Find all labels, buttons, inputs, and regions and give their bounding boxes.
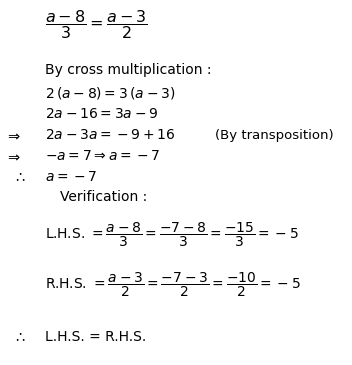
Text: $\Rightarrow$: $\Rightarrow$ <box>5 149 21 164</box>
Text: Verification :: Verification : <box>60 190 147 204</box>
Text: L.H.S. = R.H.S.: L.H.S. = R.H.S. <box>45 330 146 344</box>
Text: By cross multiplication :: By cross multiplication : <box>45 63 212 77</box>
Text: R.H.S. $= \dfrac{a-3}{2} = \dfrac{-7-3}{2} = \dfrac{-10}{2} = -5$: R.H.S. $= \dfrac{a-3}{2} = \dfrac{-7-3}{… <box>45 271 301 299</box>
Text: $\therefore$: $\therefore$ <box>13 169 26 184</box>
Text: $\dfrac{a-8}{3} = \dfrac{a-3}{2}$: $\dfrac{a-8}{3} = \dfrac{a-3}{2}$ <box>45 8 148 42</box>
Text: $-a = 7 \Rightarrow a = -7$: $-a = 7 \Rightarrow a = -7$ <box>45 149 160 163</box>
Text: $2\,(a-8) = 3\,(a-3)$: $2\,(a-8) = 3\,(a-3)$ <box>45 85 175 101</box>
Text: $2a - 3a = -9 + 16$: $2a - 3a = -9 + 16$ <box>45 128 175 142</box>
Text: (By transposition): (By transposition) <box>215 128 334 142</box>
Text: $a = -7$: $a = -7$ <box>45 170 97 184</box>
Text: $\Rightarrow$: $\Rightarrow$ <box>5 127 21 142</box>
Text: $\therefore$: $\therefore$ <box>13 330 26 345</box>
Text: L.H.S. $= \dfrac{a-8}{3} = \dfrac{-7-8}{3} = \dfrac{-15}{3} = -5$: L.H.S. $= \dfrac{a-8}{3} = \dfrac{-7-8}{… <box>45 221 299 249</box>
Text: $2a - 16 = 3a - 9$: $2a - 16 = 3a - 9$ <box>45 107 158 121</box>
